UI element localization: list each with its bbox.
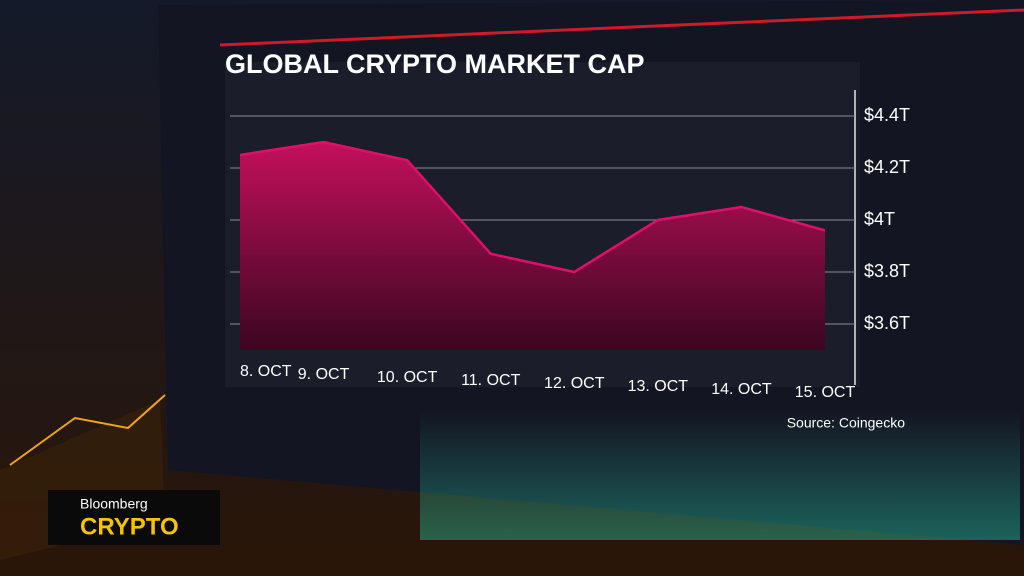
- bar-glow: [420, 410, 1020, 540]
- area: [240, 142, 825, 350]
- x-tick-label: 11. OCT: [461, 372, 521, 389]
- y-tick-label: $4T: [864, 209, 895, 229]
- x-tick-label: 15. OCT: [795, 384, 856, 401]
- x-tick-label: 13. OCT: [628, 378, 689, 395]
- line: [239, 140, 826, 274]
- y-tick-label: $4.4T: [864, 105, 910, 125]
- y-tick-label: $3.8T: [864, 261, 910, 281]
- source: Source: Coingecko: [787, 415, 906, 431]
- show-name: CRYPTO: [80, 513, 179, 540]
- x-tick-label: 9. OCT: [298, 366, 350, 383]
- plot: $3.6T $3.8T $4T $4.2T $4.4T 8. OCT 9. OCT 10. O…: [230, 105, 910, 401]
- y-tick-label: $4.2T: [864, 157, 910, 177]
- chart-title: GLOBAL CRYPTO MARKET CAP: [225, 49, 645, 79]
- x-tick-label: 8. OCT: [240, 363, 292, 380]
- decor-line: [9, 394, 166, 466]
- x-tick-label: 10. OCT: [377, 369, 438, 386]
- x-tick-label: 14. OCT: [711, 381, 772, 398]
- title-rule: [219, 8, 1024, 47]
- logo-box: [48, 490, 220, 545]
- x-tick-label: 12. OCT: [544, 375, 605, 392]
- y-tick-label: $3.6T: [864, 313, 910, 333]
- network-name: Bloomberg: [80, 496, 148, 512]
